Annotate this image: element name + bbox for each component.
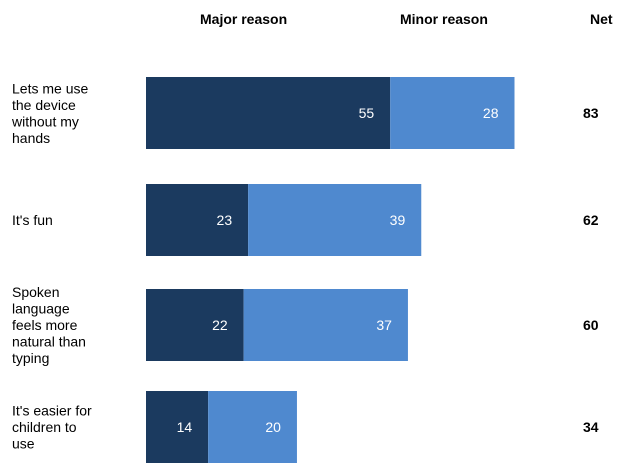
bar-major-it-s-easier-for-children-to-use [146,391,209,463]
value-label-major-lets-me-use-the-device-without-my-hands: 55 [359,105,375,121]
value-label-minor-it-s-fun: 39 [390,212,406,228]
category-label-line: feels more [12,317,78,333]
bar-major-it-s-fun [146,184,249,256]
category-label-line: use [12,436,35,452]
category-label-line: It's easier for [12,403,92,419]
category-label-line: language [12,301,70,317]
bar-major-lets-me-use-the-device-without-my-hands [146,77,391,149]
value-label-major-it-s-fun: 23 [217,212,233,228]
category-label-line: without my [11,113,79,129]
value-label-minor-it-s-easier-for-children-to-use: 20 [265,419,281,435]
category-label-spoken-language-feels-more-natural-than-typing: Spoken language feels more natural than typi… [12,284,86,366]
bar-major-spoken-language-feels-more-natural-than-typing [146,289,244,361]
bar-minor-spoken-language-feels-more-natural-than-typing [243,289,408,361]
net-value-it-s-easier-for-children-to-use: 34 [583,419,599,435]
value-label-minor-lets-me-use-the-device-without-my-hands: 28 [483,105,499,121]
category-label-line: natural than [12,334,86,350]
bar-minor-lets-me-use-the-device-without-my-hands [390,77,515,149]
value-label-major-spoken-language-feels-more-natural-than-typing: 22 [212,317,228,333]
bar-minor-it-s-fun [248,184,422,256]
net-value-lets-me-use-the-device-without-my-hands: 83 [583,105,599,121]
header-minor-reason: Minor reason [400,11,488,27]
category-label-line: Spoken [12,284,59,300]
category-label-line: the device [12,97,76,113]
value-label-major-it-s-easier-for-children-to-use: 14 [177,419,193,435]
header-major-reason: Major reason [200,11,287,27]
net-value-it-s-fun: 62 [583,212,599,228]
category-label-line: hands [12,130,50,146]
category-label-it-s-fun: It's fun [12,212,53,228]
category-label-line: Lets me use [12,80,88,96]
category-label-line: It's fun [12,212,53,228]
category-label-line: children to [12,419,77,435]
value-label-minor-spoken-language-feels-more-natural-than-typing: 37 [376,317,392,333]
bar-minor-it-s-easier-for-children-to-use [208,391,297,463]
net-value-spoken-language-feels-more-natural-than-typing: 60 [583,317,599,333]
category-label-line: typing [12,350,49,366]
header-net: Net [590,11,613,27]
category-label-lets-me-use-the-device-without-my-hands: Lets me use the device without my hands [11,80,88,146]
category-label-it-s-easier-for-children-to-use: It's easier for children to use [12,403,92,452]
chart-rows: Lets me use the device without my hands 55 28… [11,77,599,463]
